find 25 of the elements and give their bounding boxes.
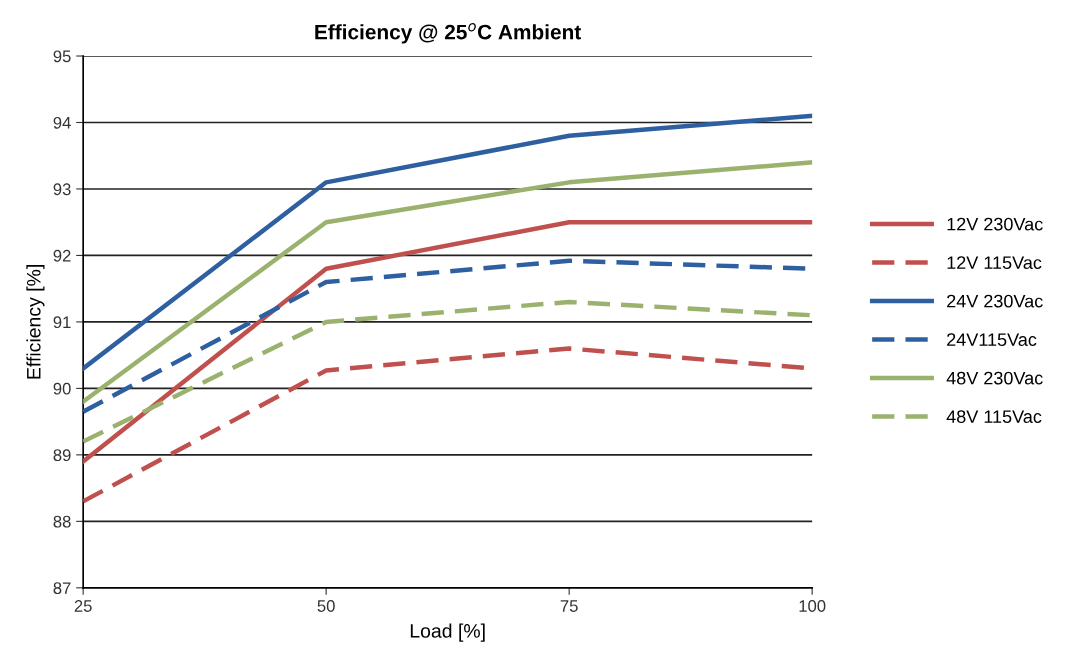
x-tick-label: 50 bbox=[317, 600, 335, 612]
y-axis-title: Efficiency [%] bbox=[26, 265, 45, 379]
y-tick-label: 87 bbox=[53, 582, 71, 595]
y-tick-label: 90 bbox=[53, 382, 71, 395]
y-tick-label: 89 bbox=[53, 449, 71, 462]
line-series bbox=[83, 299, 813, 444]
x-tick-label: 25 bbox=[74, 600, 92, 612]
legend-label: 48V 230Vac bbox=[946, 371, 1043, 385]
line-series bbox=[83, 160, 813, 404]
legend-label: 24V115Vac bbox=[947, 333, 1037, 347]
legend-label: 48V 115Vac bbox=[946, 410, 1042, 424]
legend-label: 12V 115Vac bbox=[947, 256, 1042, 270]
x-tick-label: 75 bbox=[560, 600, 578, 612]
y-tick-label: 91 bbox=[53, 316, 71, 329]
y-tick-label: 88 bbox=[53, 515, 71, 528]
line-series bbox=[83, 113, 813, 371]
x-axis-title: Load [%] bbox=[410, 623, 485, 642]
y-tick-label: 93 bbox=[53, 183, 71, 196]
legend-label: 24V 230Vac bbox=[947, 294, 1043, 308]
y-tick-label: 92 bbox=[53, 249, 71, 262]
x-tick-label: 100 bbox=[799, 600, 826, 612]
y-tick-label: 95 bbox=[53, 50, 71, 63]
chart-title: Efficiency @ 25$^{o}$C Ambient bbox=[315, 23, 581, 44]
legend-label: 12V 230Vac bbox=[947, 217, 1043, 231]
y-tick-label: 94 bbox=[53, 116, 71, 129]
